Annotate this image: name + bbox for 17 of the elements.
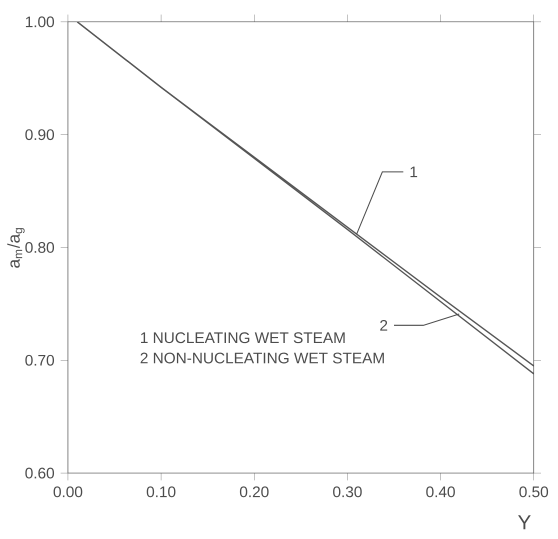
- y-tick-label: 0.90: [25, 129, 54, 140]
- annotation: 1 NUCLEATING WET STEAM: [141, 332, 345, 344]
- x-tick-label: 0.00: [54, 486, 82, 498]
- x-axis-title: Y: [518, 515, 531, 530]
- x-tick-label: 0.10: [146, 486, 176, 498]
- annotation: 2: [380, 320, 388, 331]
- x-tick-label: 0.40: [426, 486, 455, 498]
- y-tick-label: 0.70: [25, 355, 54, 366]
- x-tick-label: 0.50: [519, 486, 548, 498]
- y-tick-label: 1.00: [26, 16, 54, 28]
- x-tick-label: 0.20: [240, 486, 269, 498]
- y-axis-title: a$_{m}$/a$_{g}$: [7, 228, 25, 268]
- annotation: 2 NON-NUCLEATING WET STEAM: [140, 352, 384, 364]
- annotation: 1: [410, 166, 418, 178]
- x-tick-label: 0.30: [333, 486, 362, 498]
- y-tick-label: 0.80: [25, 242, 54, 254]
- y-tick-label: 0.60: [25, 468, 54, 479]
